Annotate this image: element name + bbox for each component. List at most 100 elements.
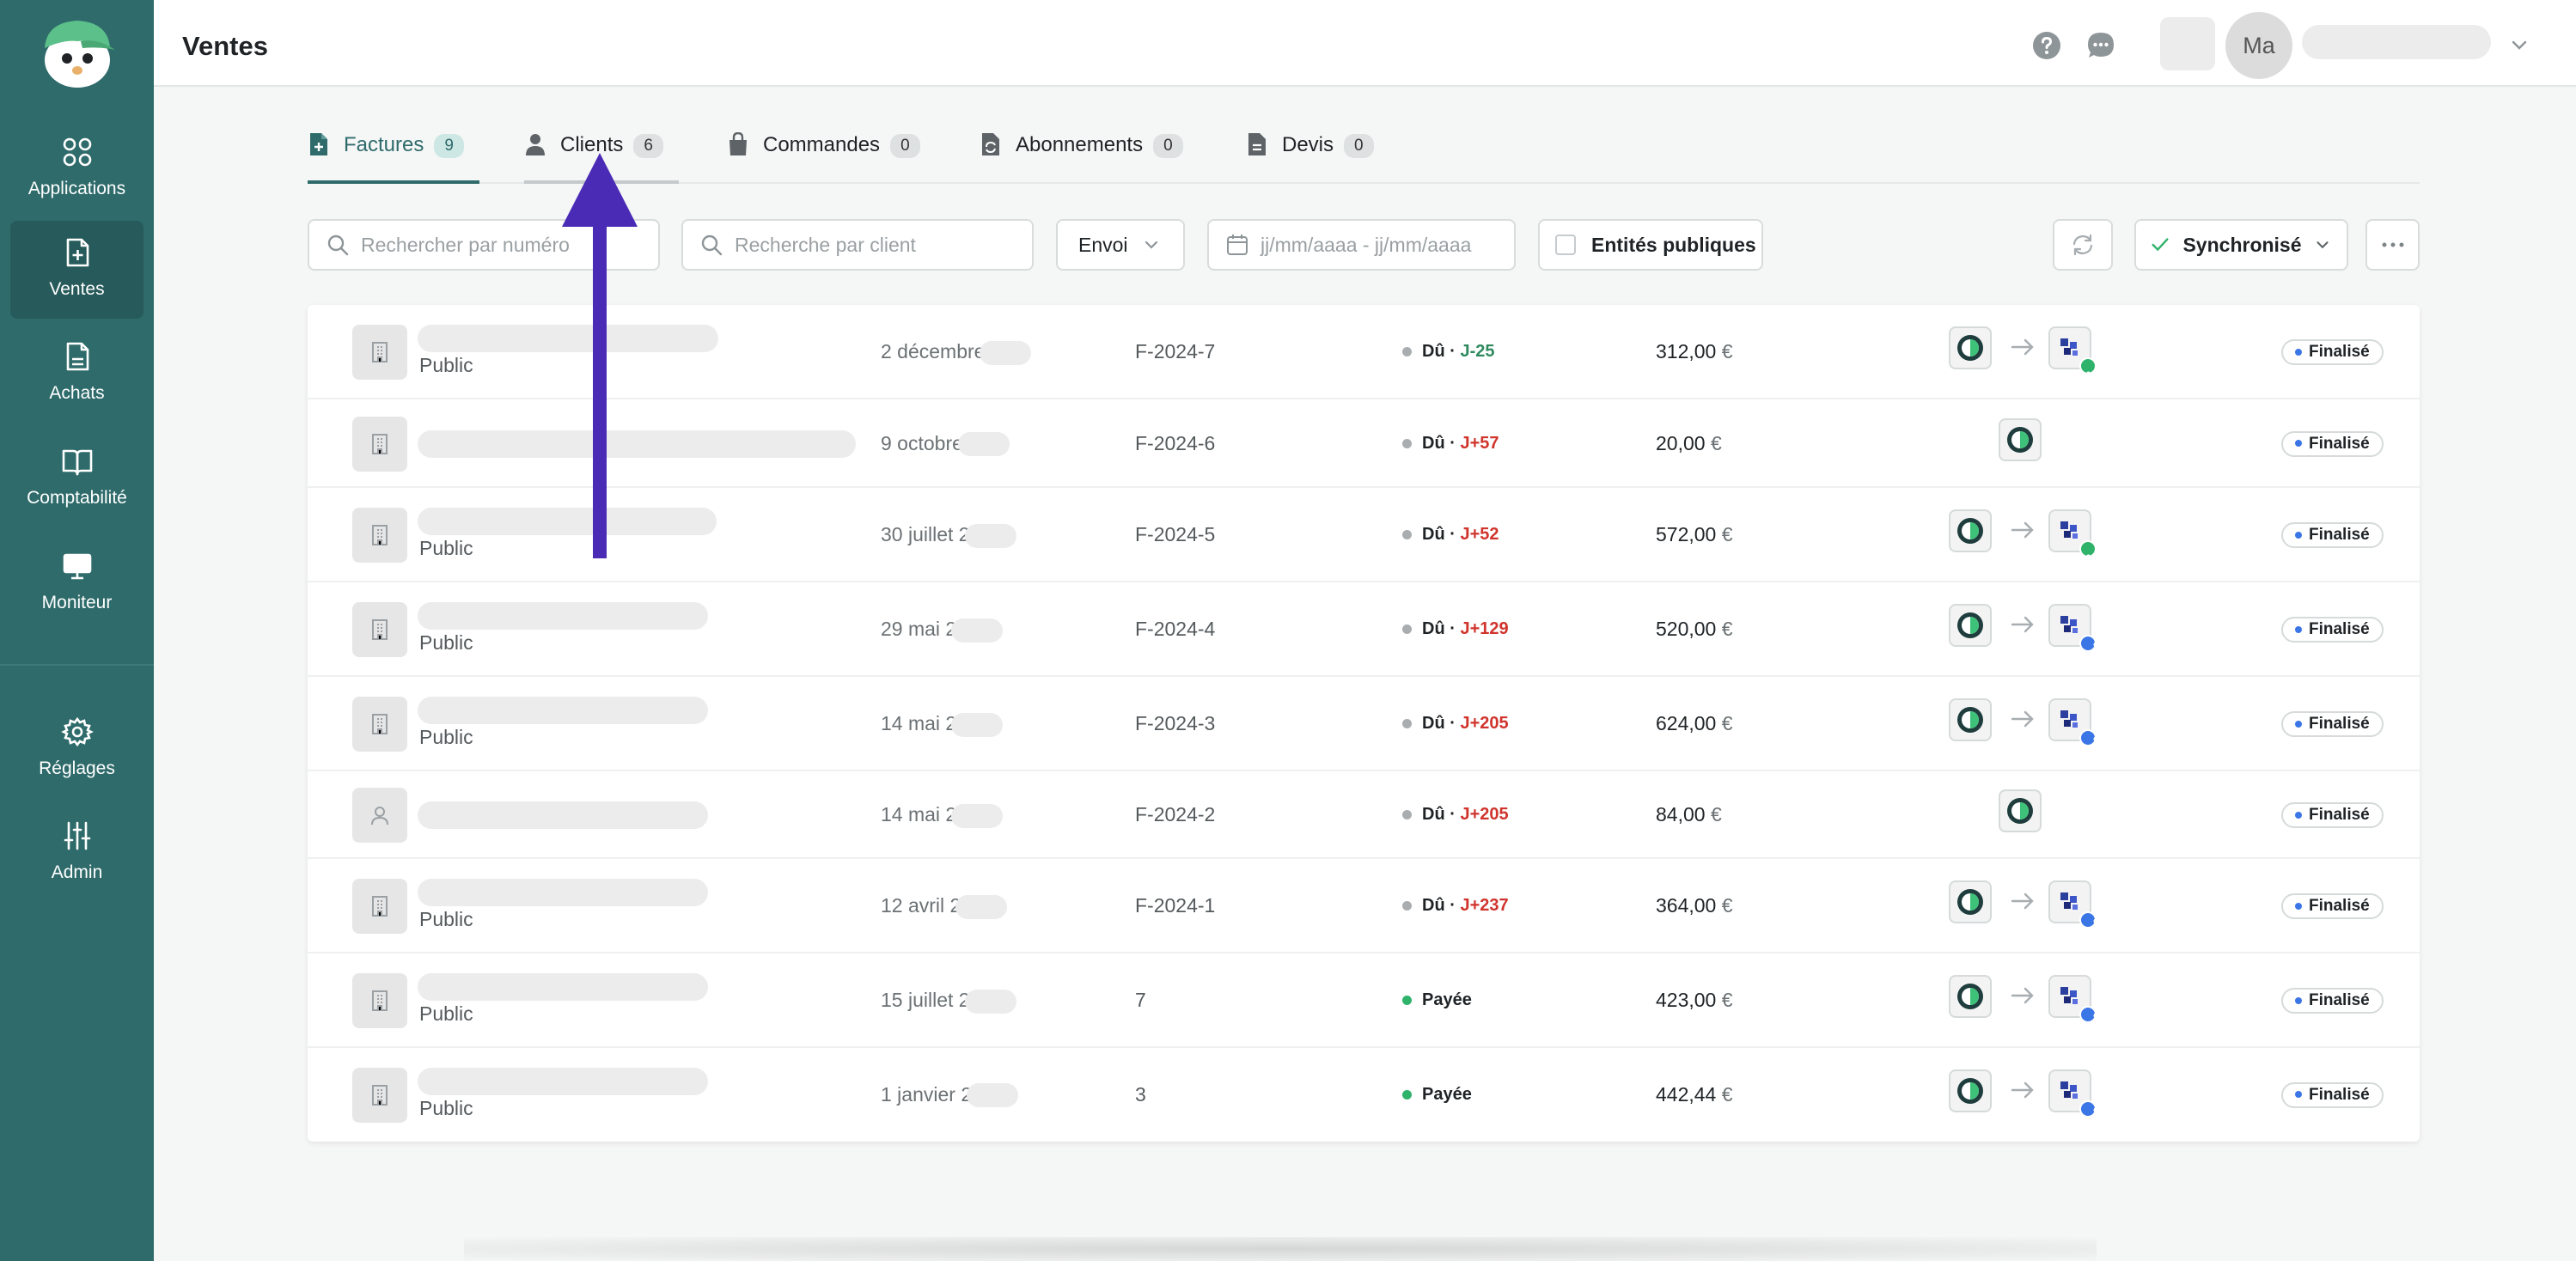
chorus-sync-box[interactable] bbox=[2048, 1069, 2099, 1126]
tab-commandes[interactable]: Commandes 0 bbox=[727, 120, 933, 182]
app-sync-box[interactable] bbox=[1999, 789, 2042, 832]
table-row[interactable]: Public 1 janvier 2 3 Payée 442,44 € Finalisé bbox=[308, 1048, 2420, 1142]
app-sync-box[interactable] bbox=[1949, 1069, 1992, 1112]
app-sync-box[interactable] bbox=[1949, 880, 1992, 923]
status-label: Dû bbox=[1422, 433, 1445, 453]
chorus-sync-box[interactable] bbox=[2048, 880, 2099, 937]
client-type-icon bbox=[352, 973, 407, 1028]
sidebar-item-ventes[interactable]: Ventes bbox=[10, 221, 143, 319]
chorus-sync-box[interactable] bbox=[2048, 975, 2099, 1032]
avatar[interactable]: Ma bbox=[2225, 12, 2292, 79]
delay-label: J+129 bbox=[1460, 619, 1509, 638]
table-row[interactable]: 14 mai 2 F-2024-2 Dû · J+205 84,00 € Finalis… bbox=[308, 771, 2420, 859]
app-sync-box[interactable] bbox=[1949, 509, 1992, 552]
sidebar-item-comptabilite[interactable]: Comptabilité bbox=[10, 429, 143, 527]
count-badge: 9 bbox=[434, 134, 464, 158]
date-year-redacted bbox=[964, 989, 1016, 1014]
public-entities-toggle[interactable]: Entités publiques bbox=[1538, 219, 1763, 271]
invoice-number[interactable]: F-2024-1 bbox=[1135, 894, 1216, 917]
invoice-number[interactable]: F-2024-2 bbox=[1135, 803, 1216, 825]
tab-abonnements[interactable]: Abonnements 0 bbox=[980, 120, 1212, 182]
sidebar-item-moniteur[interactable]: Moniteur bbox=[10, 534, 143, 632]
app-logo-icon bbox=[1957, 1077, 1983, 1104]
info-badge-icon bbox=[2079, 1100, 2099, 1126]
invoice-date: 30 juillet 2 bbox=[881, 523, 1016, 548]
table-row[interactable]: 9 octobre F-2024-6 Dû · J+57 20,00 € Finalis… bbox=[308, 399, 2420, 488]
sidebar-item-reglages[interactable]: Réglages bbox=[10, 700, 143, 798]
arrow-right-icon bbox=[2011, 892, 2034, 910]
tab-devis[interactable]: Devis 0 bbox=[1246, 120, 1401, 182]
checkbox[interactable] bbox=[1555, 235, 1576, 255]
chat-icon[interactable] bbox=[2086, 31, 2115, 60]
tab-label: Commandes bbox=[763, 133, 881, 156]
date-year-redacted bbox=[951, 712, 1004, 737]
app-sync-box[interactable] bbox=[1949, 975, 1992, 1018]
calendar-icon bbox=[1227, 235, 1248, 255]
more-options-button[interactable] bbox=[2365, 219, 2420, 271]
sliders-icon bbox=[64, 821, 90, 850]
building-icon bbox=[372, 714, 388, 734]
state-dot bbox=[2295, 720, 2302, 728]
table-row[interactable]: Public 29 mai 2 F-2024-4 Dû · J+129 520,00 €… bbox=[308, 582, 2420, 677]
invoice-icon bbox=[310, 133, 327, 155]
bag-icon bbox=[729, 132, 747, 155]
invoice-number[interactable]: 3 bbox=[1135, 1082, 1146, 1106]
sidebar-item-label: Ventes bbox=[49, 279, 105, 299]
logo-icon[interactable] bbox=[38, 15, 117, 89]
help-icon[interactable] bbox=[2032, 31, 2061, 60]
state-dot bbox=[2295, 811, 2302, 819]
invoice-number[interactable]: 7 bbox=[1135, 989, 1146, 1011]
currency: € bbox=[1721, 989, 1733, 1011]
org-logo-placeholder[interactable] bbox=[2160, 17, 2215, 70]
invoice-number[interactable]: F-2024-6 bbox=[1135, 431, 1216, 454]
date-range-input[interactable]: jj/mm/aaaa - jj/mm/aaaa bbox=[1207, 219, 1516, 271]
client-name-redacted bbox=[418, 429, 856, 458]
chorus-sync-box[interactable] bbox=[2048, 326, 2106, 383]
table-row[interactable]: Public 12 avril 2 F-2024-1 Dû · J+237 364,00… bbox=[308, 859, 2420, 953]
date-year-redacted bbox=[955, 894, 1008, 919]
state-badge: Finalisé bbox=[2281, 988, 2384, 1014]
client-type-icon bbox=[352, 788, 407, 843]
sidebar-item-applications[interactable]: Applications bbox=[10, 120, 143, 218]
status-dot bbox=[1402, 530, 1412, 540]
search-client-input[interactable]: Recherche par client bbox=[681, 219, 1034, 271]
refresh-button[interactable] bbox=[2053, 219, 2113, 271]
chorus-sync-box[interactable] bbox=[2048, 698, 2099, 755]
table-row[interactable]: Public 2 décembre F-2024-7 Dû · J-25 312,00 … bbox=[308, 305, 2420, 399]
top-header: Ventes Ma bbox=[154, 0, 2576, 87]
sync-status-select[interactable]: Synchronisé bbox=[2134, 219, 2348, 271]
table-row[interactable]: Public 30 juillet 2 F-2024-5 Dû · J+52 572,0… bbox=[308, 488, 2420, 582]
sidebar-item-achats[interactable]: Achats bbox=[10, 325, 143, 423]
envoi-select[interactable]: Envoi bbox=[1056, 219, 1185, 271]
app-sync-box[interactable] bbox=[1949, 698, 1992, 741]
arrow-right-icon bbox=[2011, 1081, 2034, 1098]
chevron-down-icon[interactable] bbox=[2508, 34, 2530, 57]
chorus-sync-box[interactable] bbox=[2048, 509, 2106, 566]
app-sync-box[interactable] bbox=[1949, 604, 1992, 647]
client-type-icon bbox=[352, 508, 407, 563]
search-icon bbox=[327, 235, 349, 256]
payment-status: Dû · J+205 bbox=[1402, 805, 1509, 825]
table-row[interactable]: Public 15 juillet 2 7 Payée 423,00 € Finalisé bbox=[308, 953, 2420, 1048]
amount-value: 572,00 bbox=[1656, 523, 1717, 545]
state-dot bbox=[2295, 531, 2302, 539]
invoice-number[interactable]: F-2024-5 bbox=[1135, 523, 1216, 545]
invoice-number[interactable]: F-2024-4 bbox=[1135, 618, 1216, 640]
tab-label: Clients bbox=[560, 133, 624, 156]
payment-status: Dû · J+57 bbox=[1402, 434, 1499, 454]
info-badge-icon bbox=[2079, 729, 2099, 755]
invoice-number[interactable]: F-2024-7 bbox=[1135, 340, 1216, 362]
user-name-redacted[interactable] bbox=[2302, 25, 2491, 59]
invoice-number[interactable]: F-2024-3 bbox=[1135, 712, 1216, 734]
state-badge: Finalisé bbox=[2281, 1081, 2384, 1108]
delay-label: J+52 bbox=[1460, 525, 1499, 544]
info-badge-icon bbox=[2079, 1006, 2099, 1032]
app-sync-box[interactable] bbox=[1949, 326, 1992, 369]
sidebar-item-admin[interactable]: Admin bbox=[10, 804, 143, 902]
table-row[interactable]: Public 14 mai 2 F-2024-3 Dû · J+205 624,00 €… bbox=[308, 677, 2420, 771]
app-sync-box[interactable] bbox=[1999, 417, 2042, 461]
client-name-redacted bbox=[418, 879, 708, 906]
chorus-sync-box[interactable] bbox=[2048, 604, 2099, 661]
client-type-icon bbox=[352, 416, 407, 472]
tab-factures[interactable]: Factures 9 bbox=[308, 120, 479, 184]
